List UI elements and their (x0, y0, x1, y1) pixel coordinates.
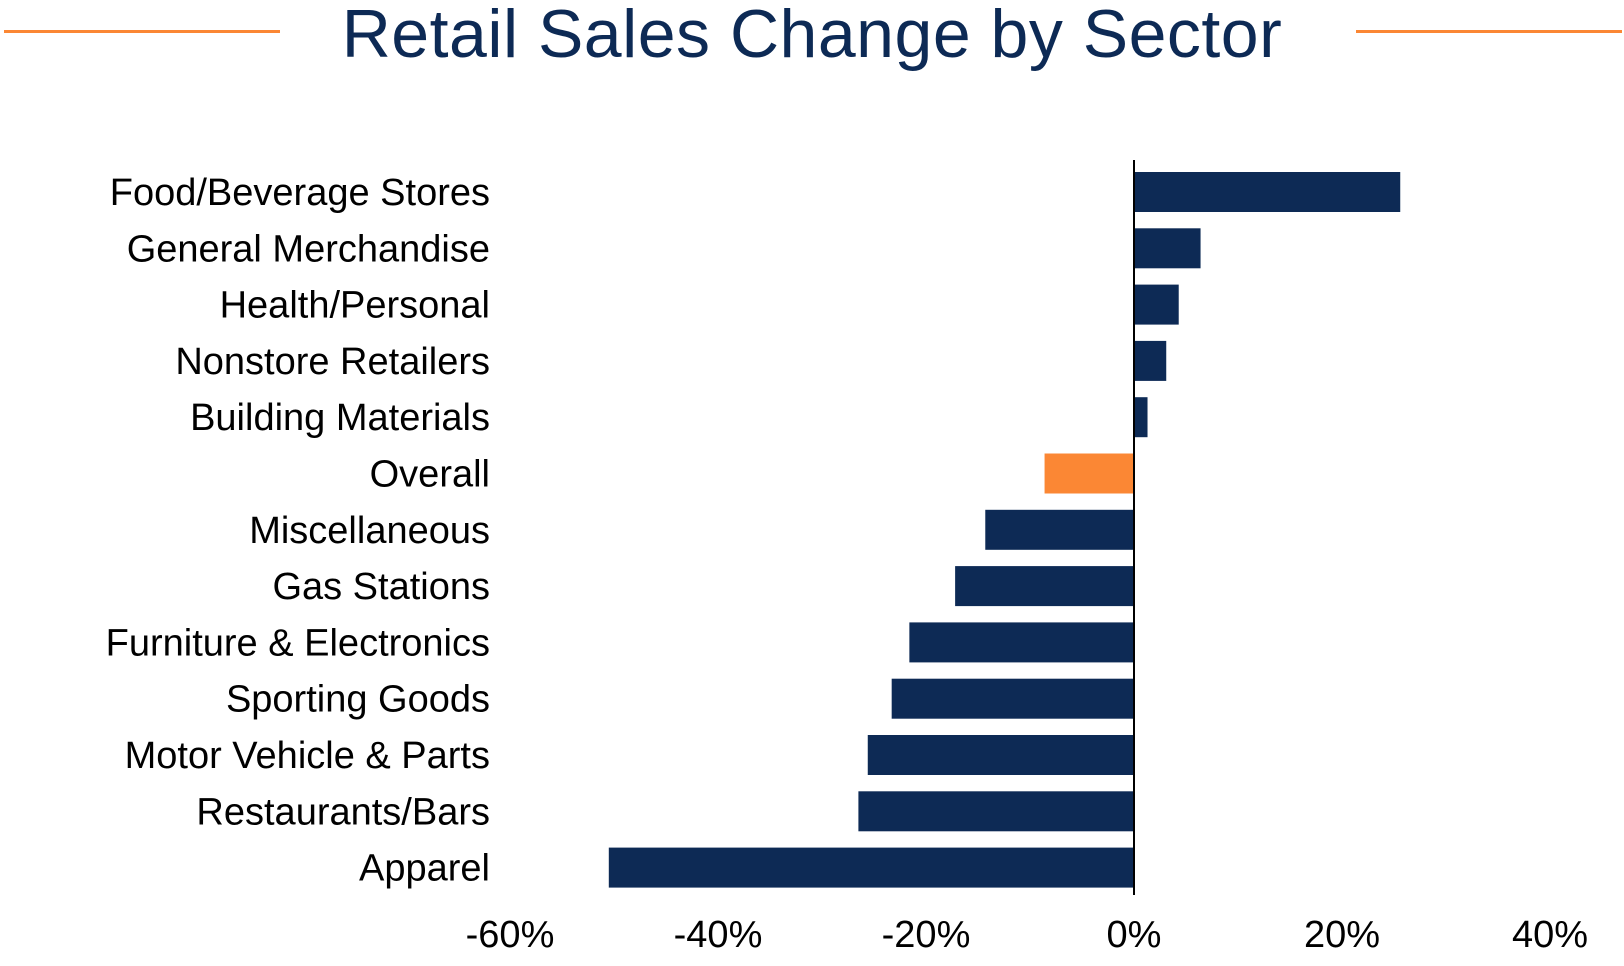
bar-general-merchandise (1134, 228, 1201, 269)
category-label-motor-vehicle-parts: Motor Vehicle & Parts (125, 735, 490, 777)
title-accent-line-right (1356, 30, 1622, 33)
category-label-general-merchandise: General Merchandise (127, 228, 490, 270)
chart-title: Retail Sales Change by Sector (341, 0, 1283, 72)
bar-motor-vehicle-parts (867, 735, 1134, 775)
bar-apparel (608, 847, 1134, 888)
category-label-furniture-electronics: Furniture & Electronics (106, 622, 490, 664)
title-accent-line-left (4, 30, 280, 33)
bar-restaurants-bars (858, 791, 1134, 832)
bar-sporting-goods (891, 678, 1134, 719)
category-label-overall: Overall (370, 454, 490, 496)
category-label-food-beverage-stores: Food/Beverage Stores (110, 172, 490, 214)
title-row: Retail Sales Change by Sector (0, 0, 1624, 72)
category-label-nonstore-retailers: Nonstore Retailers (175, 341, 490, 383)
bar-furniture-electronics (909, 622, 1134, 663)
bar-nonstore-retailers (1134, 340, 1167, 381)
category-label-restaurants-bars: Restaurants/Bars (196, 791, 490, 833)
bar-overall (1044, 453, 1134, 494)
bar-building-materials (1134, 397, 1148, 438)
category-label-gas-stations: Gas Stations (272, 566, 490, 608)
x-tick-label: 40% (1512, 914, 1588, 956)
category-label-sporting-goods: Sporting Goods (226, 679, 490, 721)
category-label-health-personal: Health/Personal (220, 285, 490, 327)
category-label-apparel: Apparel (359, 848, 490, 890)
category-label-miscellaneous: Miscellaneous (249, 510, 490, 552)
x-tick-label: -20% (882, 914, 971, 956)
x-tick-label: -40% (674, 914, 763, 956)
bar-health-personal (1134, 284, 1179, 325)
bar-miscellaneous (985, 509, 1134, 550)
category-label-building-materials: Building Materials (190, 397, 490, 439)
bar-gas-stations (955, 566, 1134, 607)
x-tick-label: -60% (466, 914, 555, 956)
bar-food-beverage-stores (1134, 172, 1401, 212)
x-tick-label: 0% (1107, 914, 1162, 956)
x-tick-label: 20% (1304, 914, 1380, 956)
